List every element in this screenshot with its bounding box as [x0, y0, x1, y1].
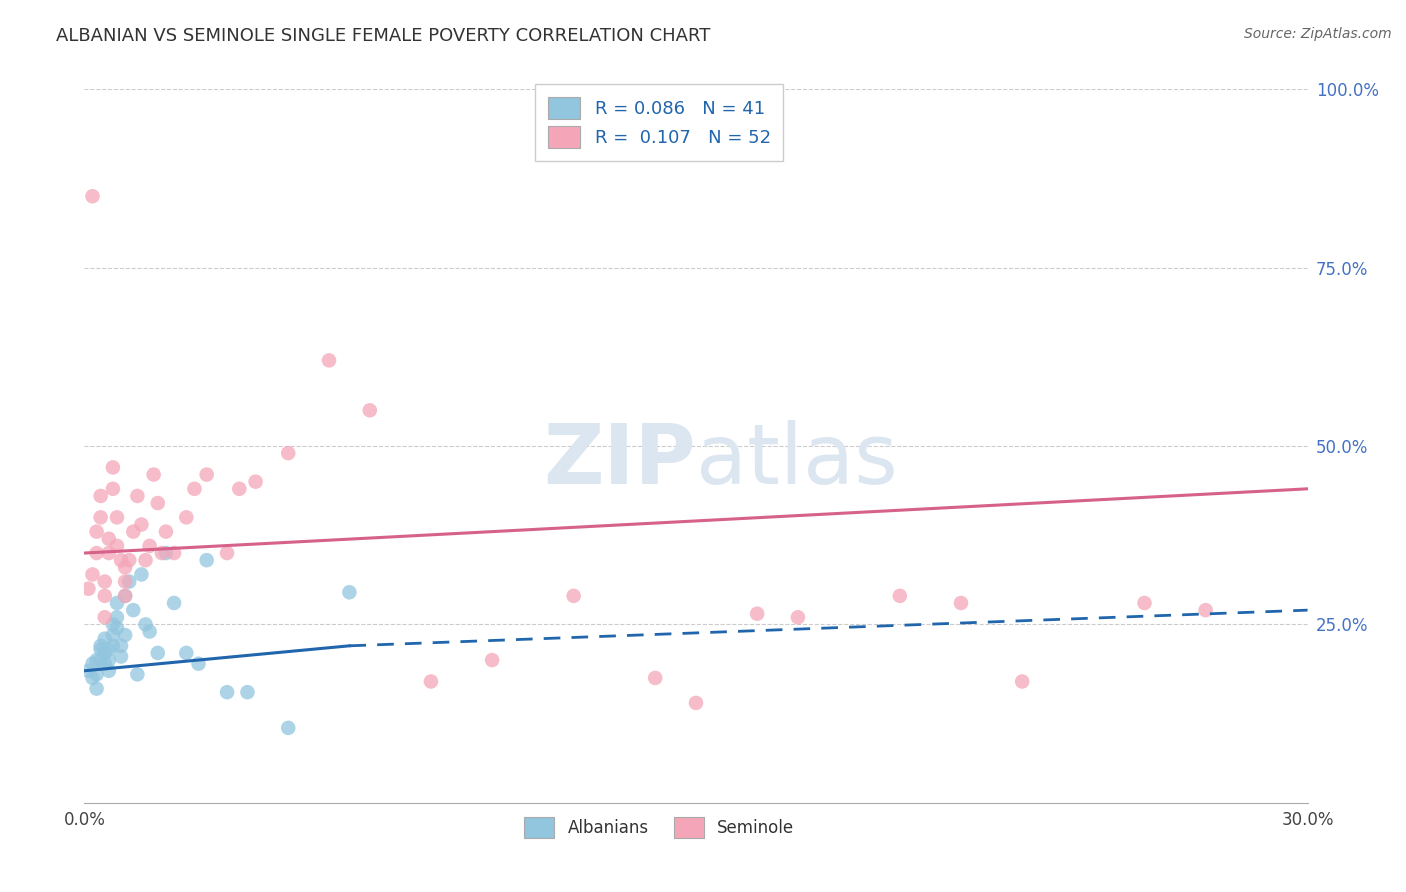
Point [101, 628, 124, 642]
Point [105, 610, 128, 624]
Point [889, 589, 911, 603]
Point [114, 628, 136, 642]
Point [101, 617, 124, 632]
Point [101, 639, 124, 653]
Point [105, 621, 128, 635]
Point [90, 510, 112, 524]
Point [86, 524, 108, 539]
Point [359, 403, 381, 417]
Point [82, 657, 104, 671]
Point [1133, 596, 1156, 610]
Point [1011, 674, 1033, 689]
Point [114, 574, 136, 589]
Point [131, 517, 153, 532]
Point [97, 664, 120, 678]
Point [101, 482, 124, 496]
Point [187, 657, 209, 671]
Text: ALBANIAN VS SEMINOLE SINGLE FEMALE POVERTY CORRELATION CHART: ALBANIAN VS SEMINOLE SINGLE FEMALE POVER… [56, 27, 710, 45]
Point [90, 642, 112, 657]
Point [146, 646, 169, 660]
Point [110, 649, 132, 664]
Point [97, 532, 120, 546]
Point [105, 596, 128, 610]
Point [122, 524, 145, 539]
Point [127, 489, 149, 503]
Point [93, 657, 115, 671]
Point [110, 553, 132, 567]
Point [163, 596, 186, 610]
Point [236, 685, 259, 699]
Point [644, 671, 666, 685]
Point [138, 624, 160, 639]
Point [82, 567, 104, 582]
Point [93, 646, 115, 660]
Point [90, 489, 112, 503]
Point [118, 574, 141, 589]
Point [118, 553, 141, 567]
Point [90, 653, 112, 667]
Point [93, 574, 115, 589]
Point [86, 653, 108, 667]
Point [277, 721, 299, 735]
Point [174, 510, 197, 524]
Point [90, 639, 112, 653]
Point [135, 617, 157, 632]
Point [228, 482, 250, 496]
Point [114, 589, 136, 603]
Point [138, 539, 160, 553]
Point [217, 546, 239, 560]
Point [114, 560, 136, 574]
Point [93, 610, 115, 624]
Point [1195, 603, 1218, 617]
Point [105, 510, 128, 524]
Text: Source: ZipAtlas.com: Source: ZipAtlas.com [1244, 27, 1392, 41]
Point [339, 585, 361, 599]
Point [97, 642, 120, 657]
Point [685, 696, 707, 710]
Point [77, 664, 100, 678]
Point [146, 496, 169, 510]
Point [86, 546, 108, 560]
Point [155, 546, 177, 560]
Point [114, 589, 136, 603]
Point [277, 446, 299, 460]
Point [318, 353, 340, 368]
Point [195, 467, 218, 482]
Point [142, 467, 165, 482]
Point [481, 653, 503, 667]
Point [86, 681, 108, 696]
Point [122, 603, 145, 617]
Point [562, 589, 585, 603]
Point [93, 632, 115, 646]
Point [135, 553, 157, 567]
Text: ZIP: ZIP [544, 420, 696, 500]
Point [950, 596, 973, 610]
Point [217, 685, 239, 699]
Point [86, 667, 108, 681]
Point [747, 607, 769, 621]
Point [195, 553, 218, 567]
Point [150, 546, 173, 560]
Point [183, 482, 205, 496]
Point [155, 524, 177, 539]
Point [420, 674, 443, 689]
Point [131, 567, 153, 582]
Point [93, 589, 115, 603]
Point [245, 475, 267, 489]
Point [77, 582, 100, 596]
Point [101, 460, 124, 475]
Legend: Albanians, Seminole: Albanians, Seminole [517, 811, 801, 845]
Point [174, 646, 197, 660]
Point [97, 546, 120, 560]
Point [82, 671, 104, 685]
Point [110, 639, 132, 653]
Point [97, 653, 120, 667]
Point [82, 189, 104, 203]
Point [105, 539, 128, 553]
Point [127, 667, 149, 681]
Point [787, 610, 810, 624]
Text: atlas: atlas [696, 420, 897, 500]
Point [163, 546, 186, 560]
